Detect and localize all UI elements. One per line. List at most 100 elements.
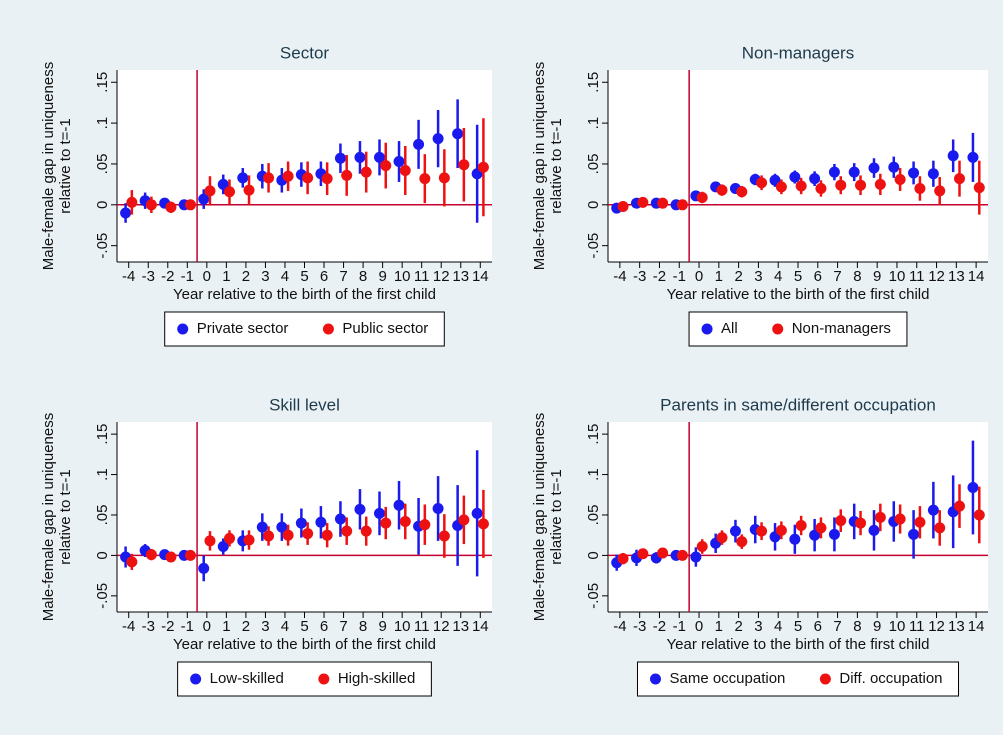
point (914, 516, 926, 528)
point (855, 517, 867, 529)
point (696, 191, 708, 203)
point (354, 151, 366, 163)
point (184, 549, 196, 561)
plot-area (608, 422, 988, 612)
point (716, 184, 728, 196)
y-tick-label: -.05 (585, 233, 602, 259)
point (775, 524, 787, 536)
point (967, 481, 979, 493)
y-tick-label: .15 (585, 72, 602, 93)
x-tick-label: 6 (814, 618, 822, 635)
point (888, 161, 900, 173)
legend (688, 311, 908, 347)
y-axis-label: relative to t=-1 (548, 118, 565, 213)
x-tick-label: 2 (734, 268, 742, 285)
x-tick-label: -1 (673, 268, 686, 285)
point (204, 535, 216, 547)
point (399, 515, 411, 527)
point (789, 171, 801, 183)
x-axis-label: Year relative to the birth of the first … (667, 636, 930, 653)
point (477, 161, 489, 173)
y-axis-label: Male-female gap in uniqueness (531, 413, 548, 621)
point (894, 513, 906, 525)
y-tick-label: .15 (94, 72, 111, 93)
point (908, 528, 920, 540)
point (224, 186, 235, 198)
x-tick-label: 5 (794, 618, 802, 635)
y-tick-label: 0 (585, 201, 602, 209)
point (256, 521, 268, 533)
point (927, 504, 939, 516)
x-tick-label: 4 (774, 268, 782, 285)
point (419, 519, 431, 531)
point (657, 197, 669, 209)
point (868, 162, 880, 174)
point (334, 513, 346, 525)
point (145, 199, 157, 211)
legend-marker (318, 673, 330, 685)
point (432, 503, 444, 515)
legend-marker (177, 323, 189, 335)
point (637, 548, 649, 560)
point (809, 529, 821, 541)
point (126, 556, 138, 568)
point (835, 515, 847, 527)
legend-label: Diff. occupation (839, 670, 942, 687)
point (393, 156, 405, 168)
x-tick-label: -3 (142, 268, 155, 285)
x-tick-label: 13 (948, 618, 965, 635)
x-tick-label: -4 (122, 618, 135, 635)
point (690, 551, 702, 563)
point (676, 199, 688, 211)
x-tick-label: 3 (754, 268, 762, 285)
x-tick-label: 4 (281, 268, 289, 285)
x-tick-label: 14 (968, 268, 985, 285)
x-tick-label: 9 (873, 268, 881, 285)
point (399, 164, 411, 176)
point (237, 172, 249, 184)
point (302, 528, 314, 540)
point (914, 182, 926, 194)
x-tick-label: 9 (378, 268, 386, 285)
y-tick-label: .05 (94, 505, 111, 526)
point (617, 200, 629, 212)
point (477, 518, 489, 530)
point (217, 541, 229, 553)
x-tick-label: 4 (281, 618, 289, 635)
y-tick-label: .1 (585, 468, 602, 481)
x-tick-label: 0 (695, 618, 703, 635)
point (973, 182, 985, 194)
point (360, 166, 372, 178)
x-tick-label: 12 (928, 618, 945, 635)
legend-marker (322, 323, 334, 335)
x-tick-label: 7 (833, 268, 841, 285)
x-tick-label: -4 (613, 268, 626, 285)
point (934, 522, 946, 534)
x-tick-label: 8 (853, 268, 861, 285)
x-tick-label: 5 (300, 268, 308, 285)
point (374, 507, 385, 519)
x-tick-label: -2 (161, 618, 174, 635)
point (815, 182, 827, 194)
point (204, 185, 216, 197)
point (795, 519, 807, 531)
point (637, 196, 649, 208)
point (243, 534, 255, 546)
legend-label: Non-managers (792, 320, 891, 337)
point (696, 541, 708, 553)
point (282, 170, 294, 182)
x-tick-label: 14 (472, 618, 489, 635)
point (315, 516, 327, 528)
x-tick-label: -2 (653, 268, 666, 285)
x-tick-label: 11 (909, 268, 925, 285)
x-tick-label: 2 (242, 618, 250, 635)
point (657, 547, 669, 559)
point (413, 138, 425, 150)
point (321, 173, 333, 185)
y-tick-label: 0 (94, 551, 111, 559)
point (438, 530, 450, 542)
point (756, 525, 768, 537)
y-tick-label: .15 (94, 424, 111, 445)
point (676, 549, 688, 561)
x-tick-label: 3 (754, 618, 762, 635)
